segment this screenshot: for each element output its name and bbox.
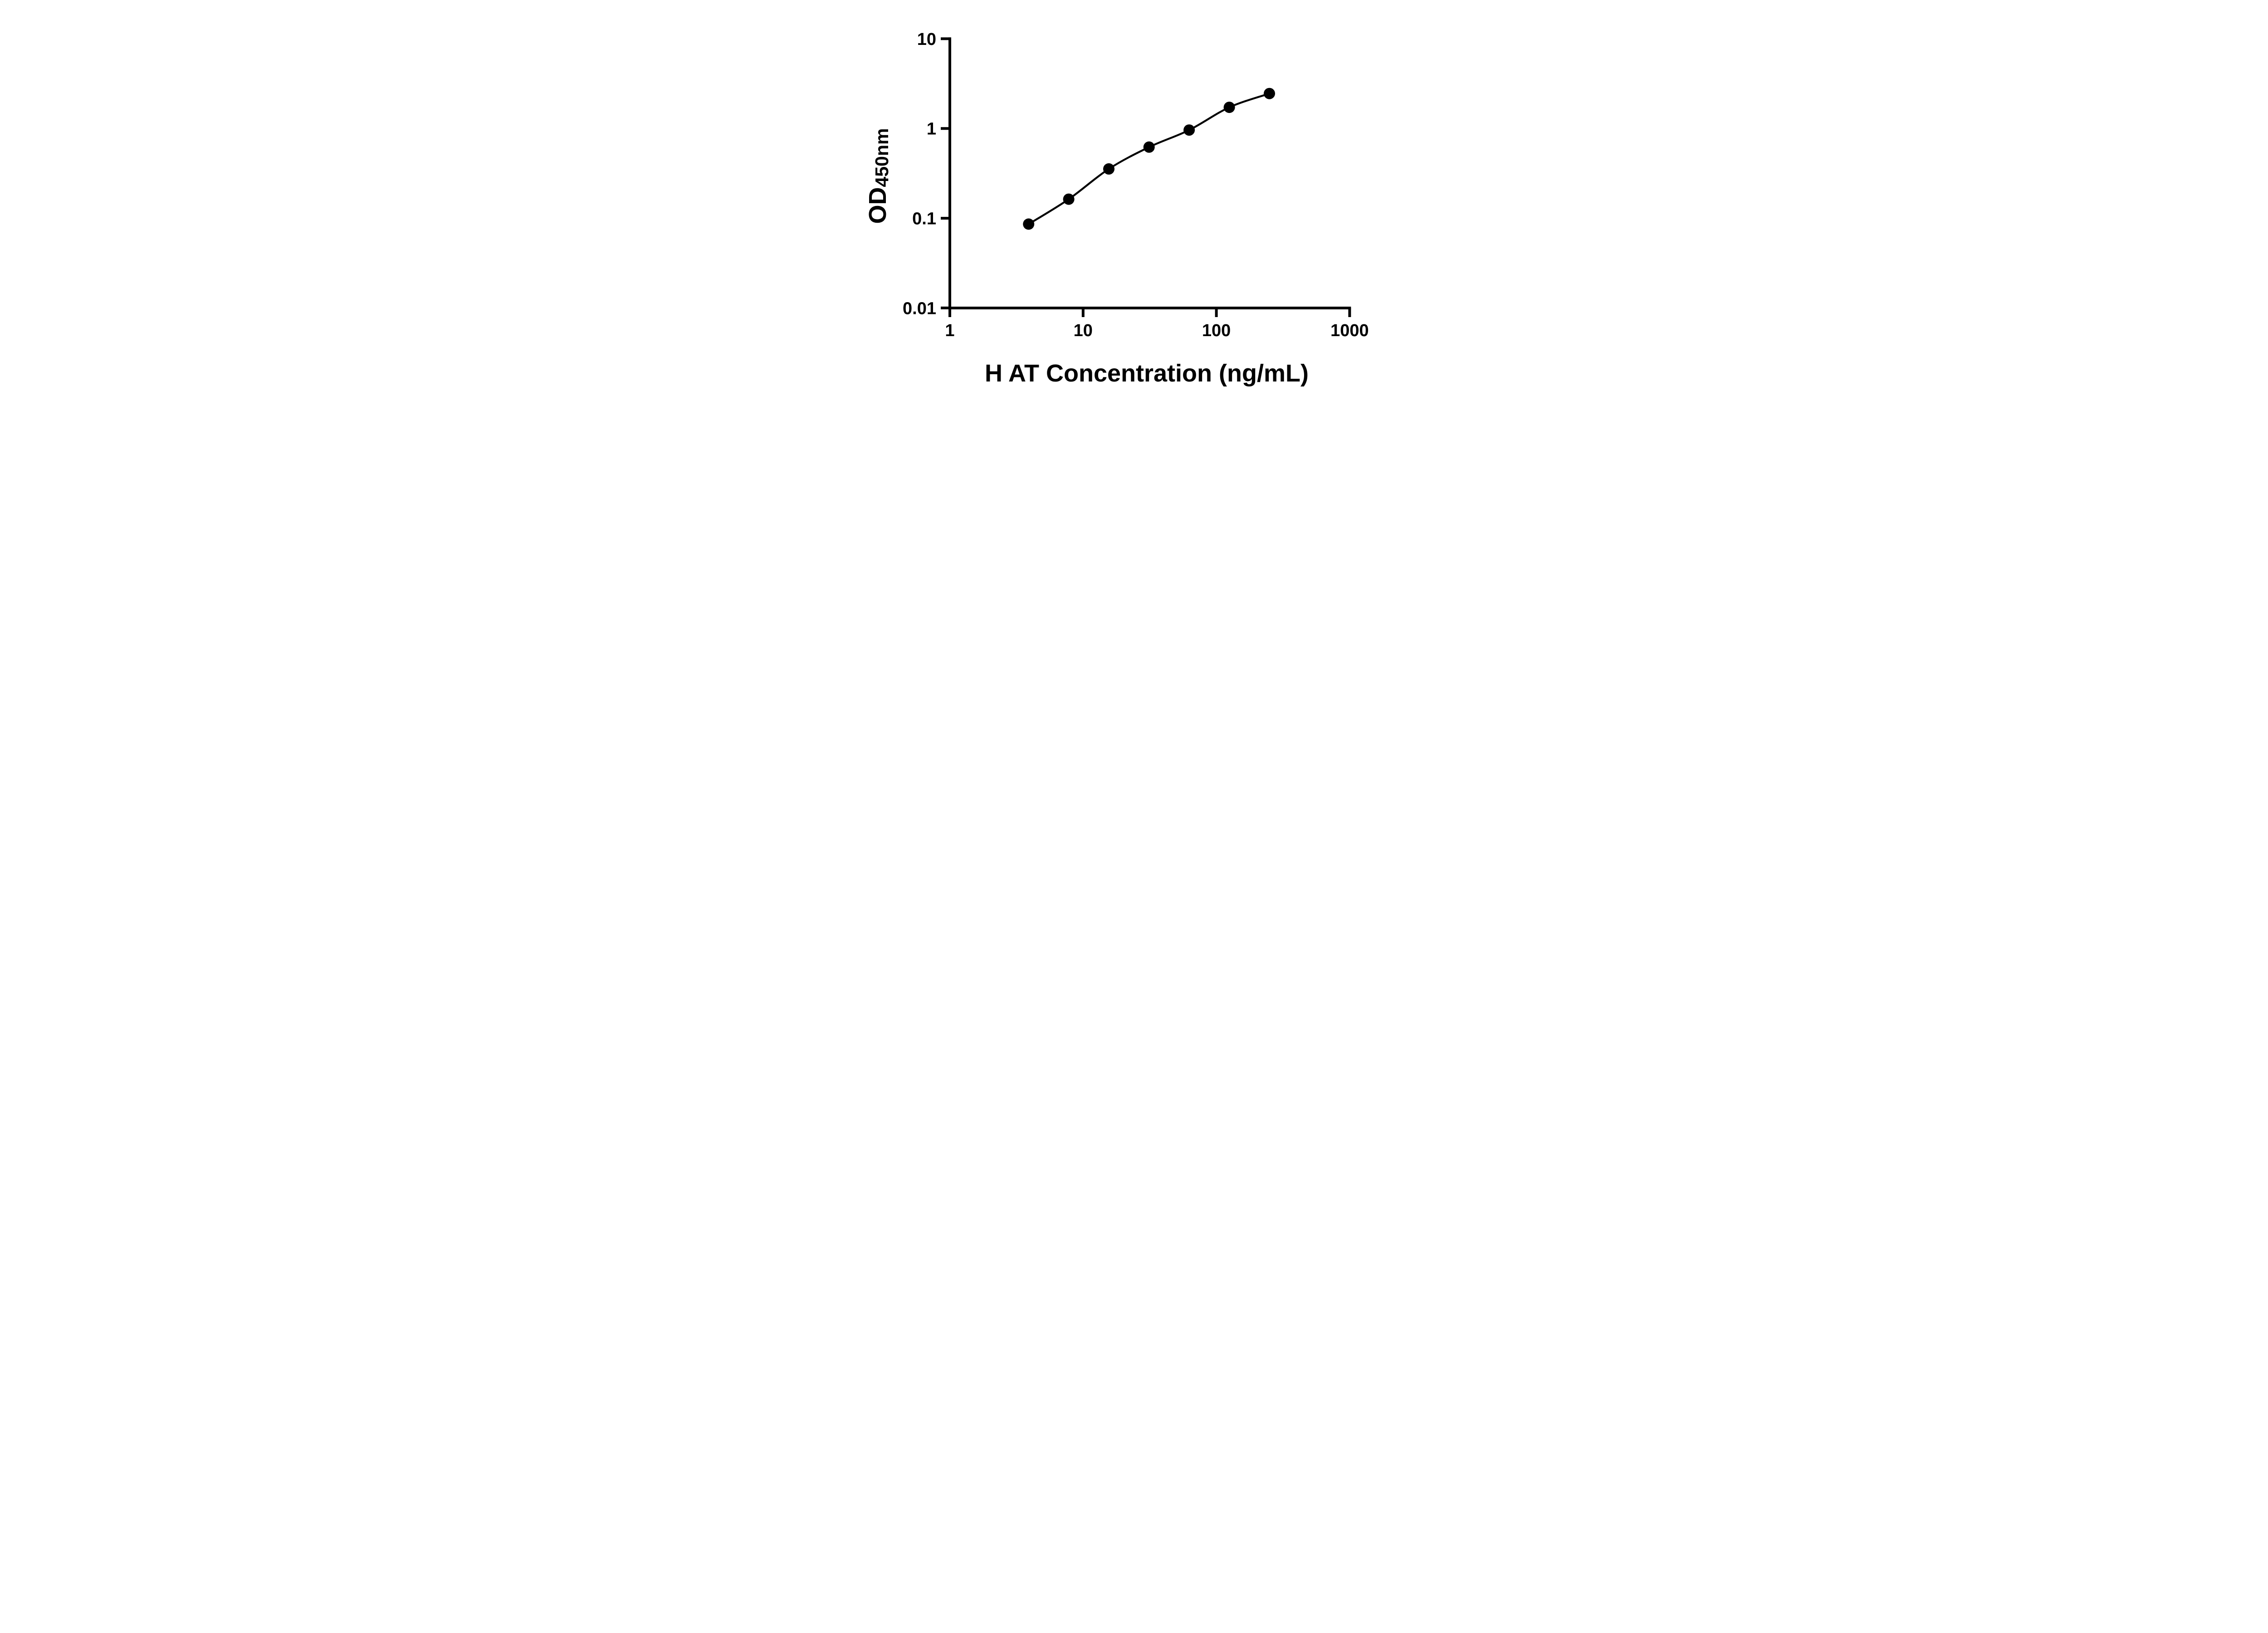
x-tick-label: 1000 [1330,321,1369,340]
y-axis-title-main: OD [864,187,891,224]
data-point [1143,141,1155,153]
data-points [1023,88,1275,230]
x-axis-title: H AT Concentration (ng/mL) [985,360,1309,387]
y-tick-label: 1 [927,120,936,139]
x-axis-tick-labels: 1 10 100 1000 [945,321,1369,340]
x-axis-ticks [948,308,1351,317]
data-point [1264,88,1275,99]
y-tick-label: 10 [917,30,936,49]
y-tick-label: 0.01 [903,299,936,318]
y-axis-title-subscript: 450nm [871,128,892,187]
data-point [1023,218,1035,230]
axes [948,37,1351,309]
data-point [1103,163,1114,175]
data-point [1183,124,1195,136]
standard-curve-plot: 10 1 0.1 0.01 1 10 100 1000 H AT Concentration… [864,30,1369,387]
fitted-curve-line [1028,93,1270,225]
data-point [1063,193,1075,205]
x-tick-label: 1 [945,321,954,340]
y-axis-ticks [941,37,950,309]
x-tick-label: 100 [1202,321,1231,340]
y-axis-tick-labels: 10 1 0.1 0.01 [903,30,936,318]
elisa-standard-curve-figure: 10 1 0.1 0.01 1 10 100 1000 H AT Concentration… [842,0,1426,408]
y-axis-title: OD450nm [864,128,892,224]
x-tick-label: 10 [1074,321,1093,340]
y-tick-label: 0.1 [912,210,936,229]
data-point [1223,102,1235,113]
